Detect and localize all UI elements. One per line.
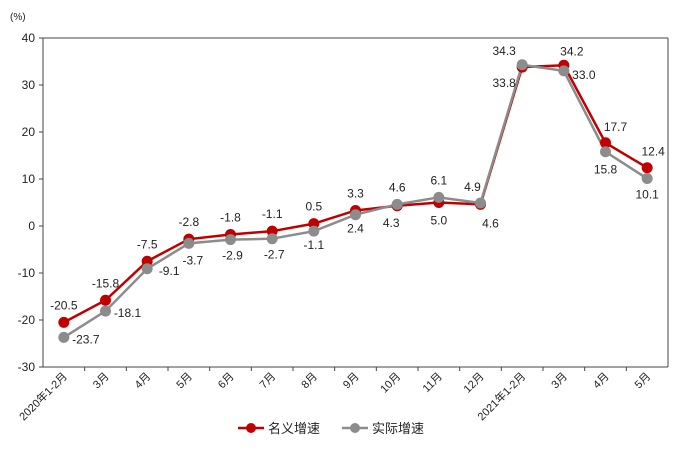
data-point: [433, 191, 445, 203]
data-point: [141, 255, 153, 267]
data-label: 17.7: [604, 120, 628, 134]
x-tick-label: 5月: [174, 371, 195, 392]
x-tick-label: 3月: [549, 371, 570, 392]
legend-label: 名义增速: [268, 421, 320, 436]
data-label: 4.9: [464, 180, 481, 194]
x-tick-label: 3月: [91, 371, 112, 392]
data-label: -1.1: [262, 207, 283, 221]
y-tick-label: -10: [18, 266, 36, 280]
data-label: -15.8: [92, 276, 120, 290]
data-point: [558, 65, 570, 77]
data-label: 3.3: [347, 186, 364, 200]
data-label: -20.5: [50, 298, 78, 312]
data-label: 5.0: [430, 214, 447, 228]
data-label: 33.8: [492, 76, 516, 90]
x-tick-label: 12月: [462, 371, 487, 396]
data-point: [350, 209, 361, 221]
data-point: [600, 137, 611, 149]
data-point: [100, 294, 111, 306]
data-label: 6.1: [430, 173, 447, 187]
data-label: 15.8: [594, 163, 618, 177]
x-tick-label: 8月: [299, 371, 320, 392]
data-point: [475, 197, 486, 209]
x-tick-label: 5月: [633, 371, 654, 392]
x-tick-label: 2020年1-2月: [16, 369, 70, 423]
data-label: -9.1: [159, 264, 180, 278]
y-tick-label: 30: [22, 78, 36, 92]
unit-label: (%): [10, 12, 26, 23]
data-label: 2.4: [347, 222, 364, 236]
x-tick-label: 11月: [421, 371, 445, 395]
data-point: [100, 305, 111, 317]
x-tick-label: 4月: [133, 371, 154, 392]
data-label: 34.2: [560, 44, 584, 58]
data-label: -1.1: [303, 238, 324, 252]
data-label: 33.0: [572, 68, 596, 82]
y-tick-label: -30: [18, 360, 36, 374]
data-label: -2.8: [178, 215, 199, 229]
data-label: 4.6: [389, 180, 406, 194]
data-label: 12.4: [641, 145, 665, 159]
data-point: [266, 233, 278, 245]
y-tick-label: 40: [22, 31, 36, 45]
x-tick-label: 10月: [378, 371, 403, 396]
data-label: 4.6: [482, 216, 499, 230]
data-point: [391, 198, 403, 210]
data-label: 34.3: [492, 44, 516, 58]
x-tick-label: 7月: [258, 371, 279, 392]
x-tick-label: 4月: [591, 371, 612, 392]
data-label: -18.1: [114, 306, 142, 320]
data-label: 0.5: [305, 200, 322, 214]
y-tick-label: 0: [28, 219, 35, 233]
data-point: [600, 146, 611, 158]
data-label: -7.5: [137, 237, 158, 251]
data-label: -1.8: [220, 210, 241, 224]
data-point: [641, 173, 653, 185]
legend-label: 实际增速: [372, 421, 424, 436]
data-label: 10.1: [635, 188, 659, 202]
data-point: [183, 237, 195, 249]
x-tick-label: 6月: [216, 371, 237, 392]
data-label: -3.7: [182, 253, 203, 267]
legend-marker: [246, 423, 256, 433]
data-label: -23.7: [72, 332, 100, 346]
data-label: -2.7: [264, 248, 285, 262]
data-point: [58, 331, 70, 343]
data-point: [308, 225, 320, 237]
series-line-2: [63, 63, 648, 339]
data-label: -2.9: [222, 249, 243, 263]
data-point: [308, 218, 320, 230]
data-point: [225, 234, 236, 246]
data-point: [141, 263, 153, 275]
y-tick-label: 20: [22, 125, 36, 139]
y-tick-label: -20: [18, 313, 36, 327]
data-label: 4.3: [383, 216, 400, 230]
data-point: [516, 59, 528, 71]
data-point: [266, 225, 278, 237]
x-tick-label: 9月: [341, 371, 362, 392]
legend-marker: [350, 423, 360, 433]
data-point: [58, 316, 70, 328]
data-point: [641, 162, 653, 174]
y-tick-label: 10: [22, 172, 36, 186]
